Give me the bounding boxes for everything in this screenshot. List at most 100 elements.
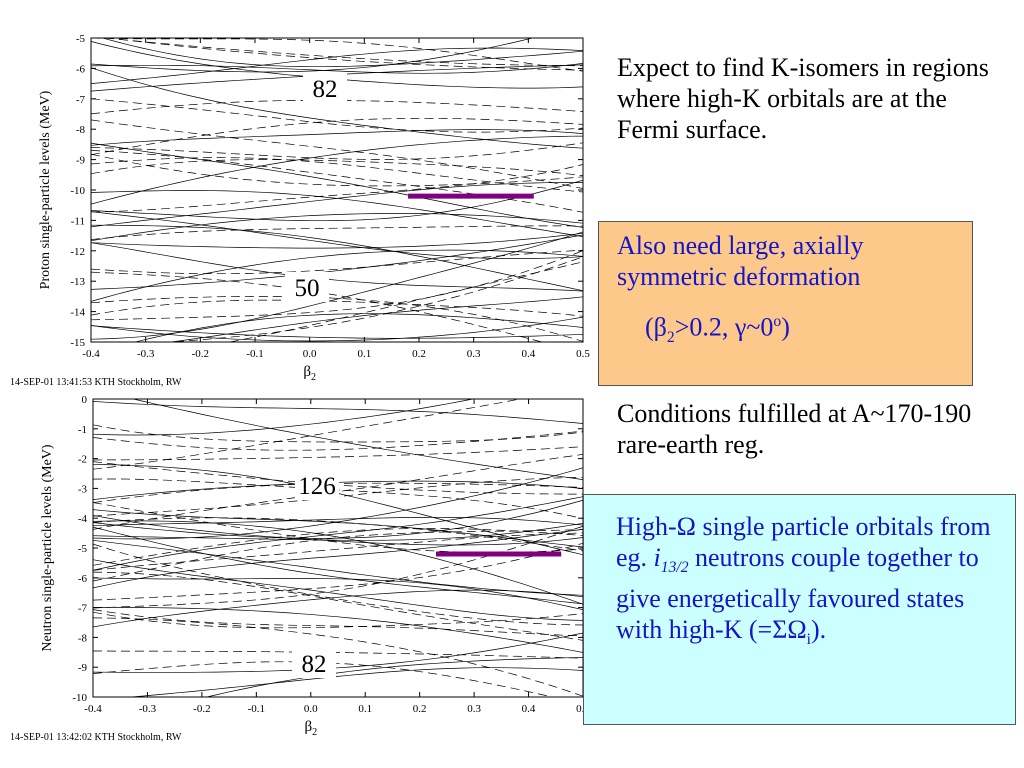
level-curve (93, 399, 475, 436)
level-curve (105, 38, 583, 71)
x-tick-label: -0.3 (137, 348, 155, 360)
y-tick-label: -5 (76, 33, 86, 45)
text-conditions-fulfilled: Conditions fulfilled at A~170-190 rare-e… (617, 399, 972, 459)
level-curve (91, 164, 583, 213)
y-tick-label: -10 (70, 185, 85, 197)
y-axis-label: Neutron single-particle levels (MeV) (40, 444, 55, 652)
level-curve (93, 529, 583, 589)
x-tick-label: 0.0 (303, 348, 317, 360)
level-curve (93, 514, 583, 546)
y-tick-label: -14 (70, 307, 85, 319)
shell-gap-label-bg (295, 470, 339, 500)
neutron-levels-chart: -0.4-0.3-0.2-0.10.00.10.20.30.40.50-1-2-… (10, 394, 590, 743)
shell-gap-label-bg (303, 73, 347, 103)
level-curve (91, 316, 583, 342)
y-tick-label: -12 (70, 246, 85, 258)
level-curve (205, 657, 583, 697)
x-tick-label: 0.5 (576, 348, 590, 360)
level-curve (91, 325, 583, 339)
x-tick-label: -0.4 (82, 348, 100, 360)
level-curve (93, 516, 583, 527)
x-tick-label: 0.2 (412, 348, 426, 360)
y-tick-label: -1 (78, 424, 87, 436)
level-curve (93, 522, 583, 541)
y-tick-label: -11 (71, 215, 85, 227)
level-curve (93, 543, 583, 626)
y-tick-label: -3 (78, 483, 88, 495)
level-curve (93, 509, 583, 548)
level-curve (91, 249, 583, 275)
level-curve (91, 250, 583, 321)
level-curve (93, 571, 583, 641)
level-curve (93, 526, 583, 605)
plot-frame (92, 398, 584, 698)
level-curve (126, 667, 583, 697)
proton-levels-chart: -0.4 -0.3 -0.2 -0.1 0.0 0.1 0.2 0.3 0.4 0.5 -5 -6 -7… (10, 33, 590, 388)
level-curve (91, 142, 583, 228)
level-curve (91, 38, 535, 73)
level-curve (93, 632, 583, 673)
y-tick-label: -9 (78, 662, 88, 674)
y-tick-label: -5 (78, 543, 88, 555)
x-tick-label: 0.4 (522, 703, 536, 715)
y-tick-label: -15 (70, 337, 85, 349)
level-curve (93, 467, 583, 540)
y-tick-label: -6 (76, 63, 86, 75)
high-omega-note-text: High-Ω single particle orbitals from eg.… (616, 512, 991, 649)
level-curve (93, 539, 583, 596)
x-tick-label: -0.4 (84, 703, 102, 715)
level-curve (91, 211, 583, 259)
x-tick-label: -0.2 (193, 703, 210, 715)
shell-gap-label-bg (285, 272, 329, 302)
level-curve (93, 650, 583, 659)
level-curve (93, 607, 583, 653)
level-curve (91, 225, 583, 240)
level-curve (93, 520, 583, 605)
level-curve (91, 182, 583, 228)
level-curve (93, 542, 583, 601)
level-curve (91, 153, 583, 187)
deformation-note-box: Also need large, axially symmetric defor… (598, 221, 973, 386)
deformation-note-line2: (β2>0.2, γ~0o) (645, 312, 790, 346)
y-tick-label: -8 (76, 124, 86, 136)
level-curve (168, 296, 583, 342)
level-curve (93, 529, 583, 582)
level-curve (91, 232, 583, 249)
x-tick-label: -0.1 (248, 703, 265, 715)
x-tick-label: 0.2 (413, 703, 427, 715)
x-tick-label: -0.3 (139, 703, 157, 715)
x-tick-label: 0.1 (357, 348, 371, 360)
y-tick-label: -8 (78, 632, 88, 644)
x-axis-label: β2 (303, 364, 316, 383)
level-curve (91, 179, 583, 222)
level-curve (93, 446, 583, 461)
level-curve (91, 98, 583, 133)
level-curve (91, 249, 583, 302)
y-tick-label: -9 (76, 155, 86, 167)
y-axis-label: Proton single-particle levels (MeV) (38, 90, 53, 289)
x-tick-label: -0.1 (246, 348, 263, 360)
level-curve (91, 129, 583, 146)
y-tick-label: -2 (78, 454, 87, 466)
text-expect-k-isomers: Expect to find K-isomers in regions wher… (617, 53, 989, 144)
level-curve (91, 299, 583, 317)
level-curve (91, 159, 583, 176)
level-curve (93, 528, 583, 566)
x-axis-label: β2 (304, 719, 317, 738)
shell-gap-label-bg (292, 648, 336, 678)
level-curve (93, 399, 522, 470)
chart-footer: 14-SEP-01 13:41:53 KTH Stockholm, RW (10, 377, 182, 388)
y-tick-label: -7 (76, 94, 86, 106)
y-tick-label: 0 (82, 394, 88, 406)
level-curve (91, 38, 583, 72)
level-curve (101, 38, 583, 68)
level-curve (93, 532, 583, 571)
deformation-note-line1: Also need large, axially symmetric defor… (617, 231, 864, 291)
level-curve (91, 242, 583, 292)
y-tick-label: -13 (70, 276, 85, 288)
level-curve (93, 617, 583, 697)
level-curve (93, 609, 583, 637)
level-curve (101, 38, 583, 67)
level-curve (93, 496, 583, 571)
shell-gap-label: 50 (295, 275, 320, 302)
